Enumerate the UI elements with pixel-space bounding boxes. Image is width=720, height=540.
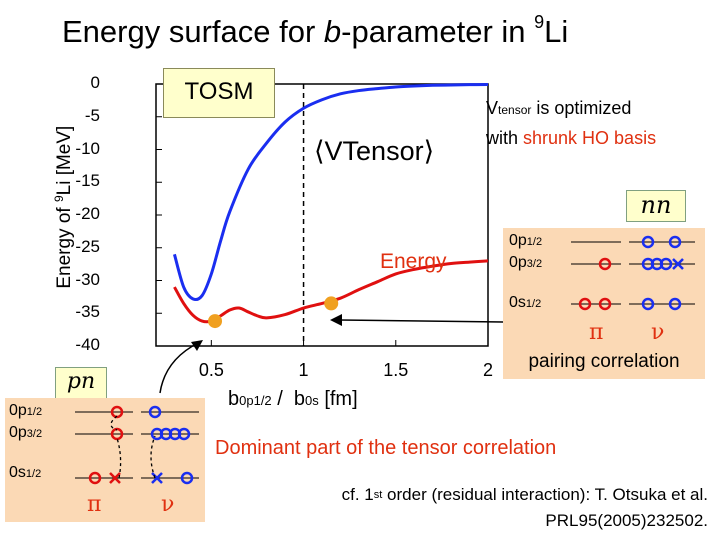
y-tick-label: -5 xyxy=(84,105,100,125)
nn-orbitals xyxy=(571,235,695,311)
y-tick-label: -30 xyxy=(75,269,100,289)
energy-series-label: Energy xyxy=(380,250,447,273)
y-tick-label: -15 xyxy=(75,171,100,191)
y-tick-label: -35 xyxy=(75,302,100,322)
tosm-tag: TOSM xyxy=(163,68,275,118)
dominant-tensor-label: Dominant part of the tensor correlation xyxy=(215,437,557,459)
y-tick-label: -25 xyxy=(75,236,100,256)
citation: cf. 1st order (residual interaction): T.… xyxy=(341,485,708,530)
nn-nu-symbol: ν xyxy=(651,320,665,345)
x-tick-label: 1 xyxy=(298,360,309,380)
pairing-arrowhead xyxy=(330,314,342,326)
y-tick-label: -10 xyxy=(75,138,100,158)
nn-level-s12: 0s1/2 xyxy=(509,294,542,311)
pn-level-p32: 0p3/2 xyxy=(9,424,43,441)
pairing-correlation-label: pairing correlation xyxy=(503,345,705,379)
y-tick-label: -20 xyxy=(75,204,100,223)
plot-frame xyxy=(155,83,489,347)
x-tick-label: 2 xyxy=(482,360,493,380)
nn-level-p32: 0p3/2 xyxy=(509,254,543,271)
markers xyxy=(208,296,339,329)
pn-level-p12: 0p1/2 xyxy=(9,402,43,419)
x-tick-label: 1.5 xyxy=(383,360,409,380)
y-tick-marks xyxy=(156,83,162,347)
energy-minimum-marker xyxy=(208,314,223,329)
nn-pi-symbol: π xyxy=(589,320,604,345)
pn-orbitals xyxy=(75,405,199,485)
energy-minimum-marker xyxy=(324,296,339,311)
vtensor-note: Vtensor is optimized with shrunk HO basi… xyxy=(486,98,657,148)
tensor-arrowhead xyxy=(191,340,203,351)
page-title: Energy surface for b-parameter in 9Li xyxy=(62,12,569,49)
pairing-arrow xyxy=(339,319,504,323)
pn-level-s12: 0s1/2 xyxy=(9,464,42,481)
vtensor-curve xyxy=(172,83,489,302)
nn-tag: nn xyxy=(626,190,686,222)
x-axis-label: b0p1/2 / b0s [fm] xyxy=(228,388,358,410)
tensor-arrow xyxy=(159,342,199,394)
y-tick-label: 0 xyxy=(90,73,100,92)
pn-level-diagram: 0p1/2 0p3/2 0s1/2 π ν xyxy=(5,398,205,522)
y-tick-label: -40 xyxy=(75,335,100,354)
pn-pi-symbol: π xyxy=(87,492,102,517)
pn-tag: pn xyxy=(55,367,107,399)
x-tick-label: 0.5 xyxy=(198,360,224,380)
vtensor-series-label: ⟨VTensor⟩ xyxy=(314,136,435,166)
pn-nu-symbol: ν xyxy=(161,492,175,517)
x-tick-marks xyxy=(210,340,489,346)
nn-level-p12: 0p1/2 xyxy=(509,232,543,249)
